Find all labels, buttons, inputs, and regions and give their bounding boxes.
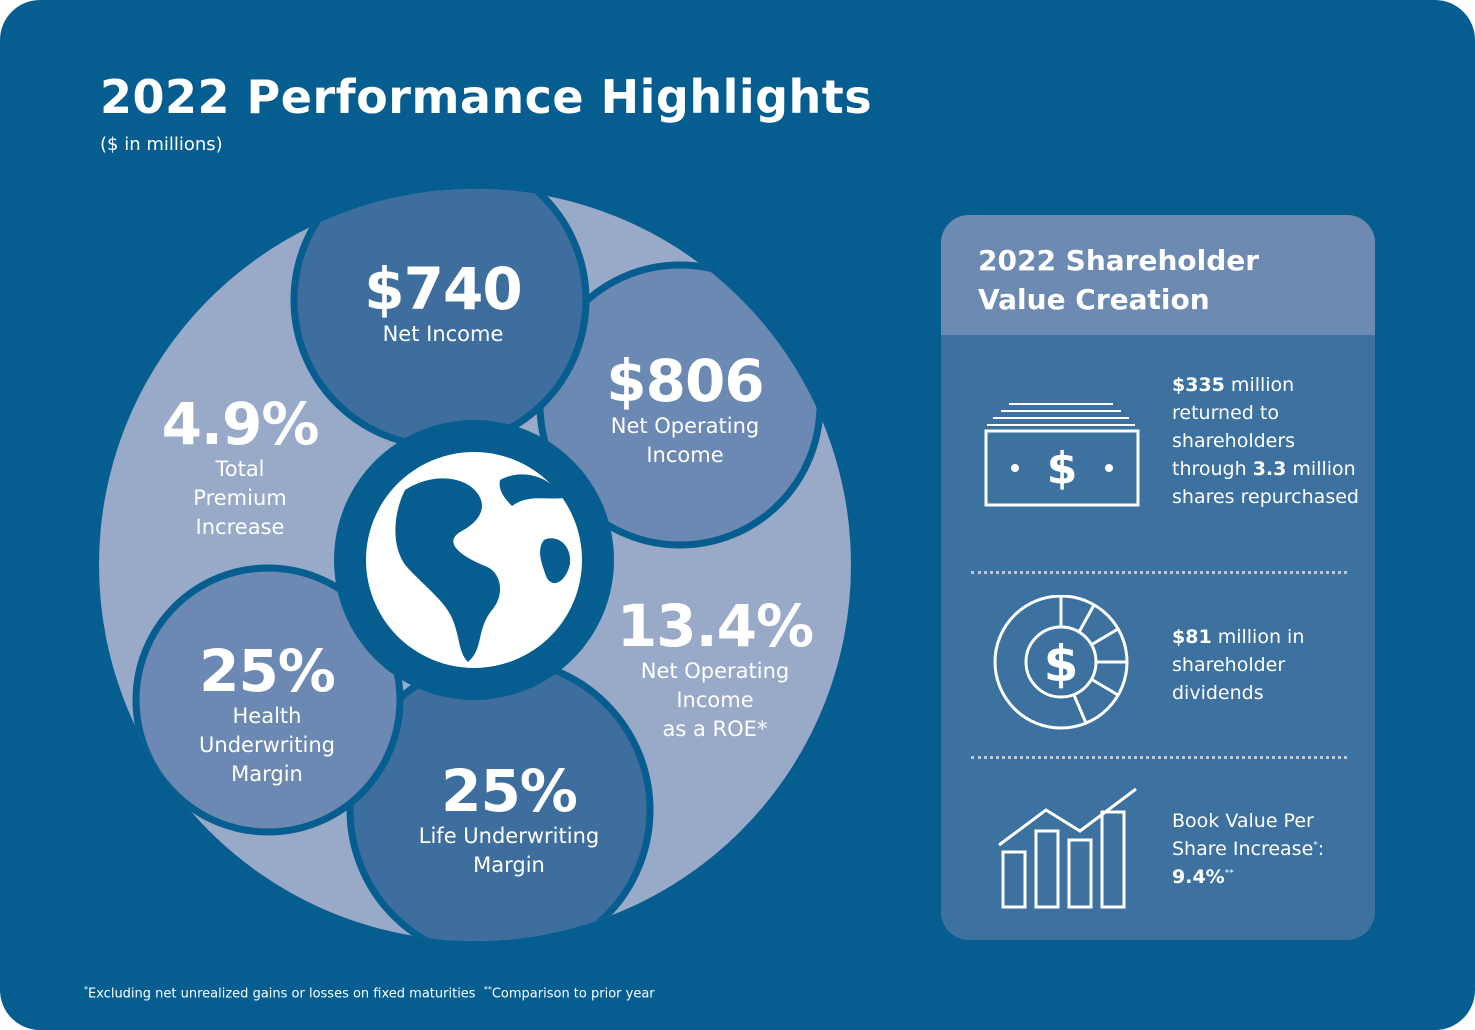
- globe-icon: [366, 452, 582, 668]
- divider-2: [971, 756, 1347, 759]
- segment-health-margin: [132, 564, 404, 836]
- metric-premium-increase: 4.9% Total Premium Increase: [161, 390, 320, 542]
- shareholder-panel-title: 2022 Shareholder Value Creation: [978, 244, 1260, 316]
- svg-text:$: $: [1047, 443, 1078, 494]
- roe-label: Net Operating Income as a ROE*: [640, 659, 790, 741]
- health-margin-label: Health Underwriting Margin: [199, 704, 335, 786]
- svg-text:$: $: [1044, 635, 1079, 693]
- metric-life-margin: 25% Life Underwriting Margin: [419, 760, 599, 880]
- dividends-text-part1: million in shareholder dividends: [1172, 626, 1305, 704]
- page-title: 2022 Performance Highlights: [100, 70, 873, 124]
- book-value-mark2: **: [1224, 868, 1234, 879]
- footnote-text-1: Excluding net unrealized gains or losses…: [88, 986, 476, 1002]
- footnote: *Excluding net unrealized gains or losse…: [84, 985, 655, 1001]
- net-operating-income-label: Net Operating Income: [610, 414, 760, 467]
- book-value-text-part2: :: [1317, 838, 1325, 860]
- buyback-shares: 3.3: [1252, 458, 1287, 480]
- buyback-amount: $335: [1172, 374, 1225, 396]
- divider-1: [971, 571, 1347, 574]
- metrics-wheel: [99, 189, 851, 941]
- footnote-mark-2: **: [483, 985, 492, 994]
- buyback-text-part1: million returned to shareholders through: [1172, 374, 1296, 480]
- premium-increase-label: Total Premium Increase: [193, 457, 287, 539]
- life-margin-label: Life Underwriting Margin: [418, 824, 600, 877]
- net-operating-income-value: $806: [606, 347, 764, 415]
- metric-net-operating-income: $806 Net Operating Income: [606, 347, 764, 470]
- premium-increase-value: 4.9%: [161, 390, 320, 458]
- life-margin-value: 25%: [441, 757, 578, 825]
- book-value-mark1: *: [1313, 840, 1318, 851]
- book-value-percent: 9.4%: [1172, 866, 1225, 888]
- footnote-text-2: Comparison to prior year: [491, 986, 655, 1002]
- net-income-value: $740: [364, 255, 522, 323]
- dividends-text: $81 million in shareholder dividends: [1172, 623, 1362, 707]
- book-value-text: Book Value Per Share Increase*: 9.4%**: [1172, 807, 1362, 891]
- buyback-text: $335 million returned to shareholders th…: [1172, 371, 1362, 511]
- metric-net-income: $740 Net Income: [364, 255, 522, 349]
- health-margin-value: 25%: [199, 637, 336, 705]
- dividend-donut-icon: $: [993, 595, 1129, 730]
- roe-value: 13.4%: [616, 592, 814, 660]
- footnote-mark-1: *: [84, 985, 88, 994]
- metric-health-margin: 25% Health Underwriting Margin: [199, 637, 336, 789]
- bar-chart-growth-icon: [998, 787, 1137, 909]
- book-value-text-part1: Book Value Per Share Increase: [1172, 810, 1314, 860]
- dividends-amount: $81: [1172, 626, 1212, 648]
- net-income-label: Net Income: [382, 322, 504, 346]
- buyback-text-part2: million shares repurchased: [1172, 458, 1359, 508]
- money-bill-icon: $: [984, 403, 1140, 507]
- shareholder-panel-header: 2022 Shareholder Value Creation: [941, 215, 1375, 335]
- page-subtitle: ($ in millions): [100, 134, 223, 155]
- metric-roe: 13.4% Net Operating Income as a ROE*: [616, 592, 814, 744]
- shareholder-panel: 2022 Shareholder Value Creation $ $335 m…: [941, 215, 1375, 940]
